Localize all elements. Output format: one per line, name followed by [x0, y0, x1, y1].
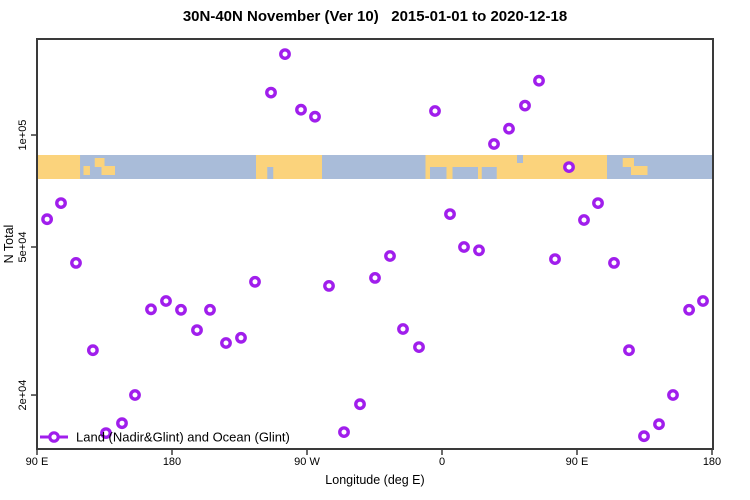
data-point [220, 337, 232, 349]
y-tick-label: 1e+05 [17, 120, 29, 151]
x-axis-label: Longitude (deg E) [325, 473, 424, 487]
data-point [279, 48, 291, 60]
data-point [384, 250, 396, 262]
island-patch [94, 158, 105, 167]
y-tick-label: 2e+04 [17, 380, 29, 411]
data-point [683, 303, 695, 316]
sea-patch [267, 167, 274, 179]
land-ocean-map-band [37, 155, 712, 179]
data-point [519, 99, 531, 112]
data-point [265, 86, 277, 99]
data-point [638, 430, 650, 443]
data-point [145, 303, 157, 316]
x-tick-label: 90 E [566, 456, 589, 468]
data-point [578, 214, 590, 226]
data-point [429, 105, 441, 117]
ocean-strip [37, 155, 712, 179]
x-axis: 90 E 180 90 W 0 90 E 180 [26, 449, 721, 468]
data-point [100, 427, 112, 439]
plot-box [36, 38, 714, 450]
data-point [41, 213, 53, 226]
y-axis: 1e+05 5e+04 2e+04 [17, 120, 37, 411]
data-point [129, 389, 141, 401]
sea-patch [452, 167, 478, 179]
sea-patch [430, 167, 447, 179]
y-axis-label: N Total [2, 225, 16, 264]
data-point [549, 253, 561, 266]
data-point [338, 426, 350, 438]
data-point [295, 103, 307, 116]
data-point [444, 208, 456, 221]
island-patch [83, 166, 90, 175]
chart-title: 30N-40N November (Ver 10) 2015-01-01 to … [183, 8, 567, 25]
data-point [488, 138, 500, 150]
island-patch [622, 158, 634, 167]
data-point [191, 324, 203, 336]
land-segment [37, 155, 81, 179]
data-point [160, 295, 172, 307]
data-point [235, 331, 247, 344]
sea-patch [481, 167, 497, 179]
data-point [249, 275, 261, 288]
data-point [503, 122, 515, 135]
data-point [623, 344, 635, 357]
land-segment [256, 155, 322, 179]
x-tick-label: 0 [439, 456, 445, 468]
island-patch [631, 166, 648, 175]
data-point [354, 398, 366, 411]
data-point [175, 303, 187, 316]
data-point [397, 323, 409, 335]
data-point [116, 417, 128, 430]
data-point [204, 303, 216, 316]
island-patch [101, 166, 115, 175]
data-point [458, 241, 470, 253]
x-tick-label: 90 E [26, 456, 49, 468]
data-point [369, 271, 381, 284]
x-tick-label: 180 [703, 456, 721, 468]
x-tick-label: 90 W [294, 456, 320, 468]
data-point [608, 256, 620, 269]
y-tick-label: 5e+04 [17, 232, 29, 263]
data-point [592, 197, 604, 210]
sea-patch [517, 155, 523, 163]
legend-marker-icon [48, 431, 60, 443]
data-point [309, 110, 321, 123]
data-point [653, 418, 665, 431]
legend: Land (Nadir&Glint) and Ocean (Glint) [40, 430, 290, 445]
data-point [473, 244, 485, 257]
data-point [87, 344, 99, 357]
data-point [667, 389, 679, 401]
data-point [563, 161, 575, 174]
data-point [55, 197, 67, 210]
data-points [41, 48, 709, 443]
data-point [533, 74, 545, 87]
data-point [323, 279, 335, 292]
legend-label: Land (Nadir&Glint) and Ocean (Glint) [76, 430, 290, 445]
data-point [697, 295, 709, 307]
data-point [413, 341, 425, 353]
data-point [70, 256, 82, 269]
x-tick-label: 180 [163, 456, 181, 468]
